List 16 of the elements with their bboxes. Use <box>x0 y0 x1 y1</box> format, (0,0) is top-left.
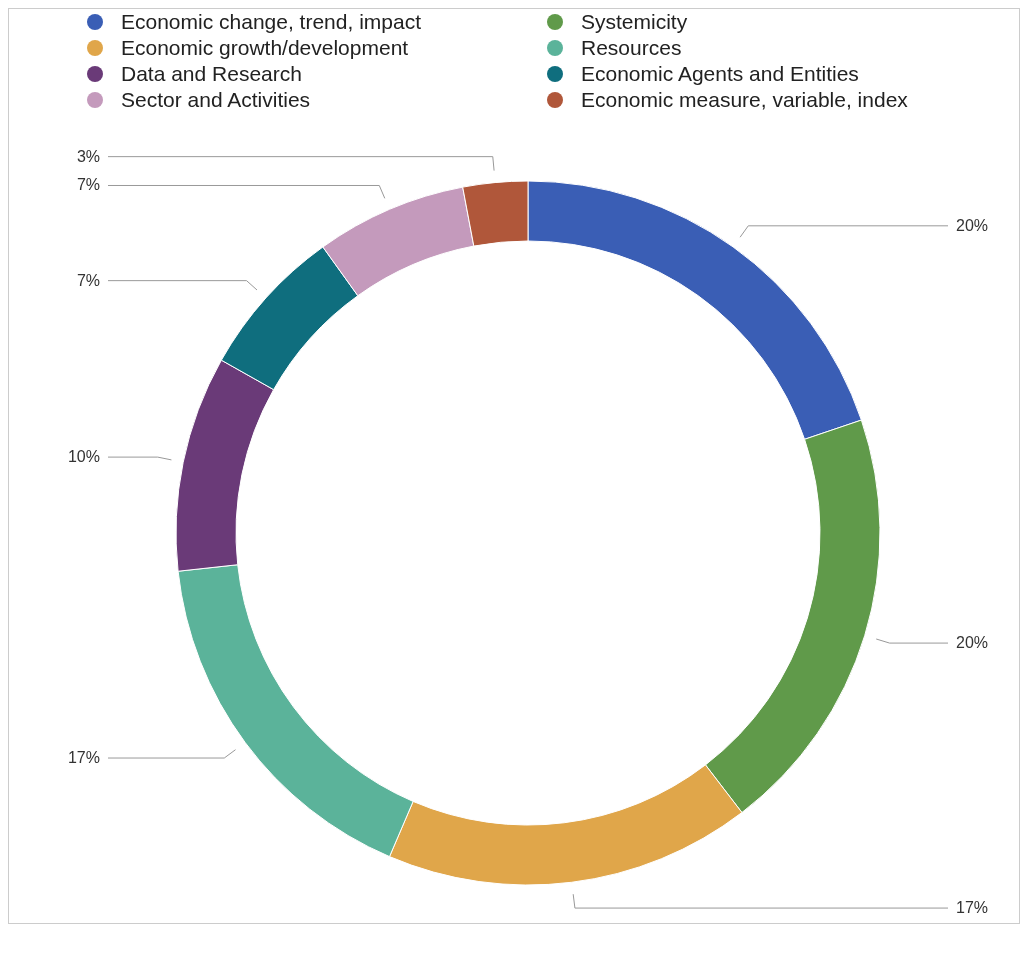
data-label: 7% <box>76 176 100 194</box>
data-label: 3% <box>76 147 100 165</box>
data-label: 10% <box>67 448 100 466</box>
data-label: 7% <box>76 271 100 289</box>
data-label: 17% <box>956 899 989 917</box>
legend-label: Economic measure, variable, index <box>581 87 908 113</box>
legend-label: Data and Research <box>121 61 302 87</box>
data-label: 20% <box>956 216 989 234</box>
legend-label: Economic Agents and Entities <box>581 61 859 87</box>
legend-label: Resources <box>581 35 682 61</box>
legend-label: Sector and Activities <box>121 87 311 113</box>
data-label: 20% <box>956 634 989 652</box>
data-label: 17% <box>67 749 100 767</box>
legend-label: Economic change, trend, impact <box>121 9 421 35</box>
legend-label: Economic growth/development <box>121 35 409 61</box>
legend-label: Systemicity <box>581 9 688 35</box>
